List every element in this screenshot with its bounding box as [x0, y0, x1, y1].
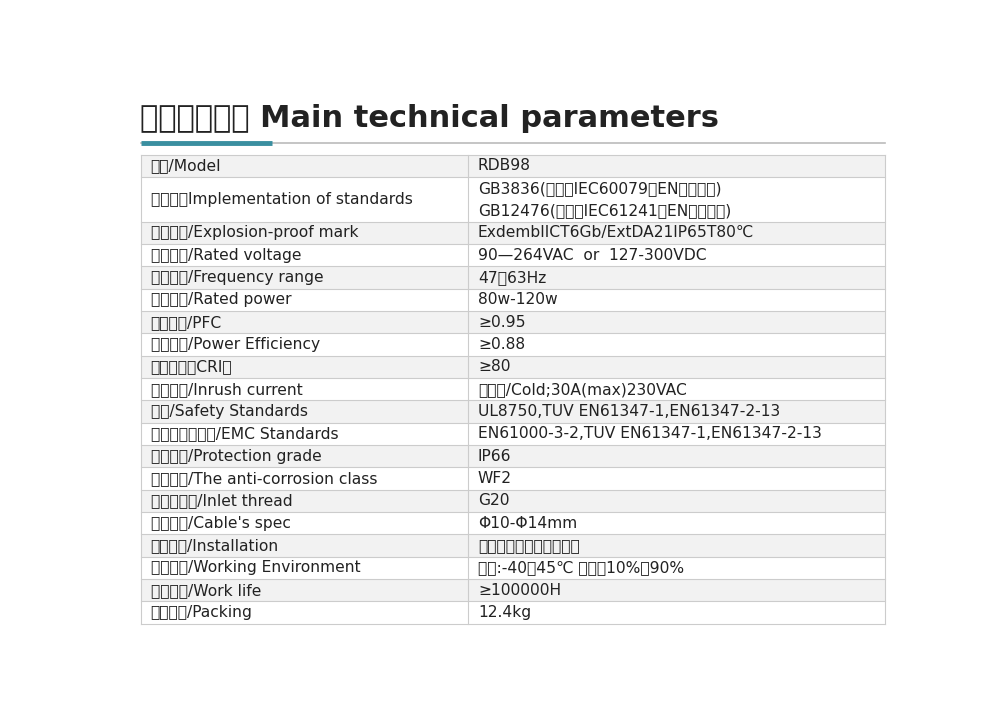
Bar: [140, 557, 885, 579]
Text: 温度:-40～45℃ 湿度：10%～90%: 温度:-40～45℃ 湿度：10%～90%: [478, 560, 684, 575]
Bar: [140, 512, 885, 535]
Text: 型号/Model: 型号/Model: [151, 158, 221, 173]
Text: 安规/Safety Standards: 安规/Safety Standards: [151, 404, 308, 419]
Bar: [140, 266, 885, 289]
Text: 12.4kg: 12.4kg: [478, 605, 531, 620]
Text: EN61000-3-2,TUV EN61347-1,EN61347-2-13: EN61000-3-2,TUV EN61347-1,EN61347-2-13: [478, 426, 822, 442]
Text: Φ10-Φ14mm: Φ10-Φ14mm: [478, 515, 577, 530]
Bar: [140, 356, 885, 378]
Bar: [140, 422, 885, 445]
Bar: [140, 333, 885, 356]
Text: G20: G20: [478, 493, 509, 508]
Bar: [140, 177, 885, 222]
Text: 壁挂式、吸顶式、支架式: 壁挂式、吸顶式、支架式: [478, 538, 580, 553]
Bar: [140, 244, 885, 266]
Text: IP66: IP66: [478, 449, 511, 464]
Bar: [140, 222, 885, 244]
Text: 显色指数（CRI）: 显色指数（CRI）: [151, 359, 232, 374]
Text: ≥0.88: ≥0.88: [478, 337, 525, 352]
Bar: [140, 535, 885, 557]
Text: WF2: WF2: [478, 471, 512, 486]
Bar: [140, 601, 885, 623]
Bar: [140, 490, 885, 512]
Text: 功率因数/PFC: 功率因数/PFC: [151, 315, 222, 329]
Text: 防护等级/Protection grade: 防护等级/Protection grade: [151, 449, 321, 464]
Text: 进线口螺纹/Inlet thread: 进线口螺纹/Inlet thread: [151, 493, 292, 508]
Text: 执行标准Implementation of standards: 执行标准Implementation of standards: [151, 192, 412, 207]
Text: 产品重量/Packing: 产品重量/Packing: [151, 605, 252, 620]
Text: 频率范围/Frequency range: 频率范围/Frequency range: [151, 270, 323, 285]
Text: GB12476(等效于IEC61241、EN系列标准): GB12476(等效于IEC61241、EN系列标准): [478, 203, 731, 218]
Text: 防腐等级/The anti-corrosion class: 防腐等级/The anti-corrosion class: [151, 471, 377, 486]
Bar: [140, 467, 885, 490]
Bar: [140, 400, 885, 422]
Text: 90—264VAC  or  127-300VDC: 90—264VAC or 127-300VDC: [478, 248, 707, 263]
Text: 电源效率/Power Efficiency: 电源效率/Power Efficiency: [151, 337, 320, 352]
Text: 安装方式/Installation: 安装方式/Installation: [151, 538, 279, 553]
Text: ≥100000H: ≥100000H: [478, 583, 561, 598]
Text: 工作寿命/Work life: 工作寿命/Work life: [151, 583, 261, 598]
Text: 47－63Hz: 47－63Hz: [478, 270, 546, 285]
Text: 电缆规格/Cable's spec: 电缆规格/Cable's spec: [151, 515, 290, 530]
Text: 冷启动/Cold;30A(max)230VAC: 冷启动/Cold;30A(max)230VAC: [478, 382, 687, 397]
Bar: [140, 311, 885, 333]
Bar: [140, 445, 885, 467]
Text: 额定电压/Rated voltage: 额定电压/Rated voltage: [151, 248, 301, 263]
Bar: [140, 155, 885, 177]
Text: 电磁兼容性标准/EMC Standards: 电磁兼容性标准/EMC Standards: [151, 426, 338, 442]
Text: ≥80: ≥80: [478, 359, 510, 374]
Text: GB3836(等效于IEC60079、EN系列标准): GB3836(等效于IEC60079、EN系列标准): [478, 180, 721, 196]
Text: RDB98: RDB98: [478, 158, 531, 173]
Text: ≥0.95: ≥0.95: [478, 315, 526, 329]
Text: UL8750,TUV EN61347-1,EN61347-2-13: UL8750,TUV EN61347-1,EN61347-2-13: [478, 404, 780, 419]
Text: ExdembIICT6Gb/ExtDA21IP65T80℃: ExdembIICT6Gb/ExtDA21IP65T80℃: [478, 225, 754, 240]
Text: 80w-120w: 80w-120w: [478, 293, 558, 307]
Text: 额定功率/Rated power: 额定功率/Rated power: [151, 293, 291, 307]
Text: 浪涌电流/Inrush current: 浪涌电流/Inrush current: [151, 382, 302, 397]
Text: 工作环境/Working Environment: 工作环境/Working Environment: [151, 560, 360, 575]
Text: 防爆标志/Explosion-proof mark: 防爆标志/Explosion-proof mark: [151, 225, 358, 240]
Bar: [140, 378, 885, 400]
Bar: [140, 289, 885, 311]
Bar: [140, 579, 885, 601]
Text: 主要技术参数 Main technical parameters: 主要技术参数 Main technical parameters: [140, 104, 720, 133]
